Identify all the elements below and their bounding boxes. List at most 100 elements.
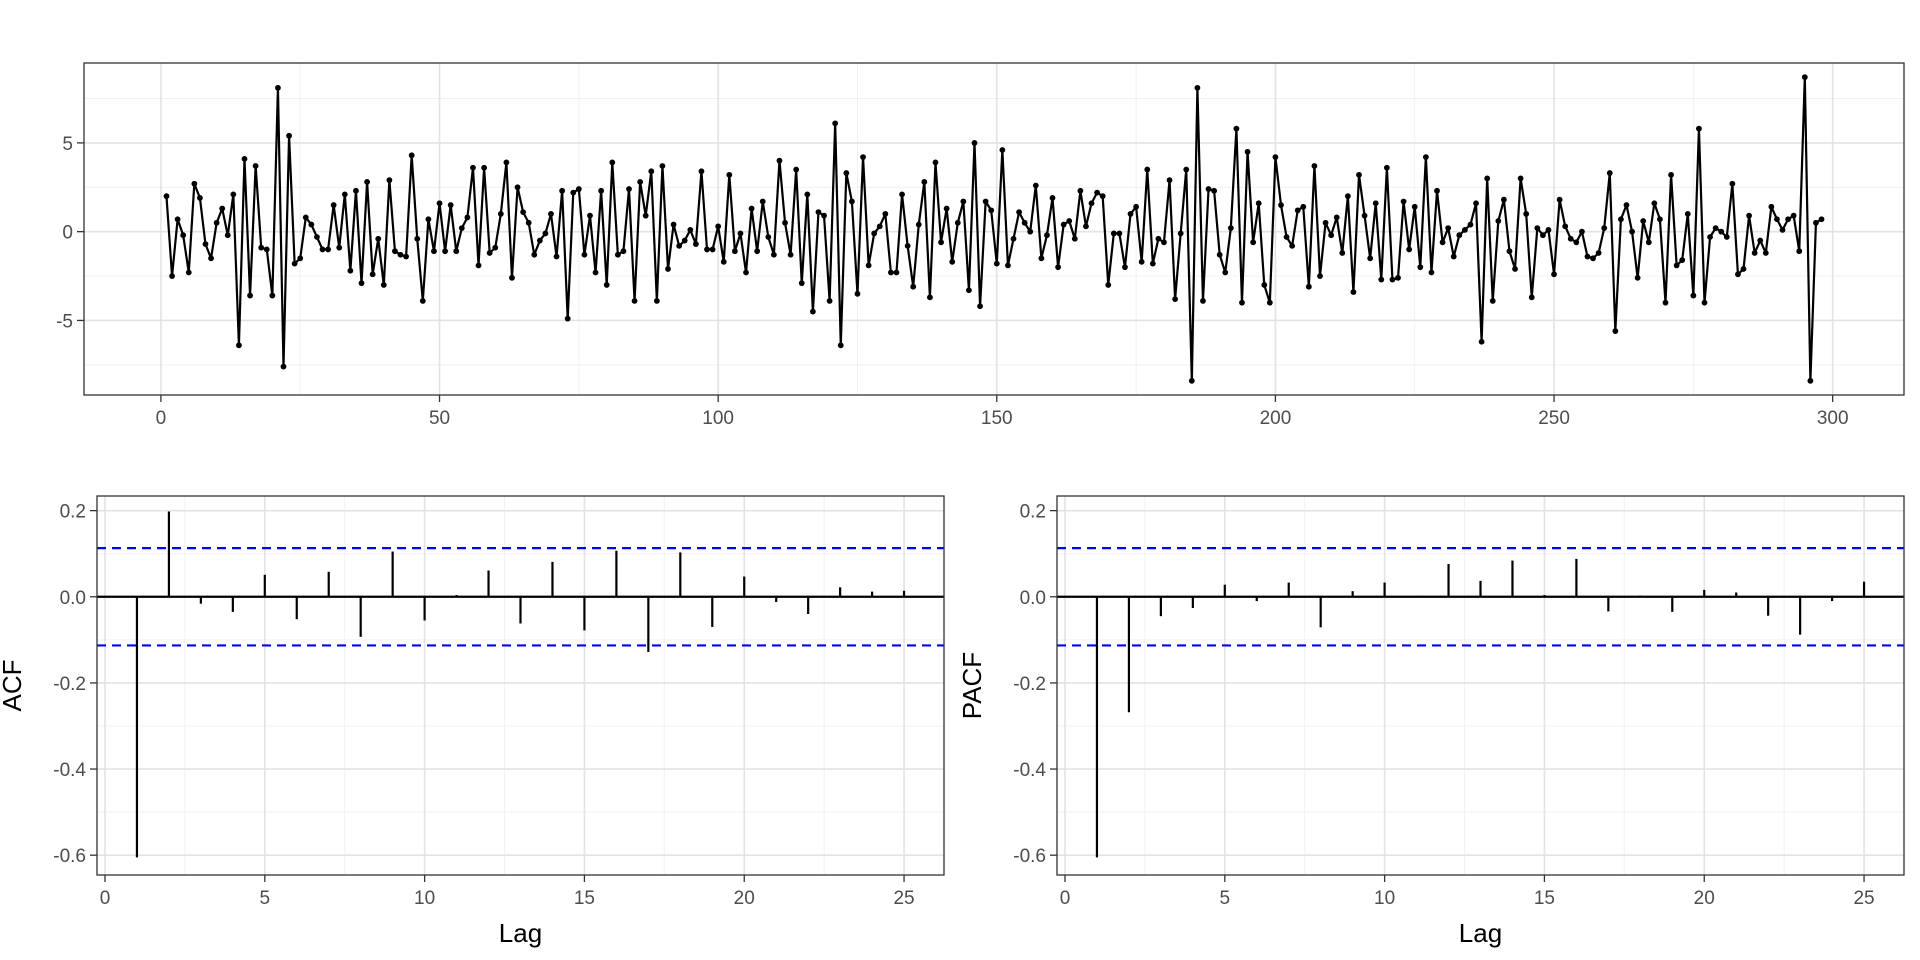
data-point bbox=[1105, 282, 1112, 288]
data-point bbox=[1618, 216, 1624, 223]
data-point bbox=[1305, 283, 1312, 290]
data-point bbox=[1495, 218, 1502, 224]
data-point bbox=[341, 191, 348, 198]
data-point bbox=[1428, 269, 1435, 276]
x-tick-label: 250 bbox=[1538, 408, 1570, 429]
data-point bbox=[425, 216, 432, 223]
y-tick-label: 0.2 bbox=[60, 502, 86, 523]
data-point bbox=[1261, 282, 1268, 288]
data-point bbox=[353, 187, 359, 194]
data-point bbox=[1562, 223, 1569, 230]
data-point bbox=[364, 179, 370, 185]
data-point bbox=[470, 164, 476, 171]
data-point bbox=[531, 251, 538, 258]
data-point bbox=[1005, 262, 1011, 269]
data-point bbox=[520, 209, 527, 216]
data-point bbox=[1188, 377, 1195, 384]
data-point bbox=[770, 251, 777, 258]
data-point bbox=[988, 207, 995, 214]
data-point bbox=[1417, 264, 1424, 271]
data-point bbox=[1021, 219, 1028, 226]
data-point bbox=[1606, 170, 1613, 176]
data-point bbox=[1785, 216, 1791, 223]
data-point bbox=[1584, 253, 1591, 260]
data-point bbox=[1183, 166, 1190, 173]
data-point bbox=[1456, 232, 1463, 239]
data-point bbox=[631, 298, 638, 304]
data-point bbox=[1690, 292, 1697, 299]
data-point bbox=[653, 298, 660, 304]
data-point bbox=[1718, 228, 1725, 235]
data-point bbox=[1077, 187, 1084, 194]
data-point bbox=[681, 237, 688, 244]
data-point bbox=[481, 164, 488, 171]
data-point bbox=[1177, 230, 1184, 237]
data-point bbox=[497, 211, 504, 217]
y-axis-title: ACF bbox=[0, 660, 27, 712]
data-point bbox=[821, 212, 827, 219]
data-point bbox=[1751, 250, 1758, 256]
data-point bbox=[219, 205, 226, 212]
y-tick-label: 0 bbox=[62, 223, 73, 244]
data-point bbox=[648, 168, 655, 175]
data-point bbox=[642, 212, 649, 219]
data-point bbox=[236, 342, 242, 349]
data-point bbox=[1684, 211, 1691, 217]
data-point bbox=[1629, 228, 1635, 235]
data-point bbox=[1573, 239, 1580, 246]
x-tick-label: 0 bbox=[100, 888, 111, 909]
data-point bbox=[609, 159, 616, 166]
data-point bbox=[876, 223, 883, 230]
data-point bbox=[938, 239, 944, 246]
data-point bbox=[475, 262, 482, 269]
data-point bbox=[230, 191, 237, 198]
data-point bbox=[1266, 299, 1273, 306]
data-point bbox=[1356, 171, 1362, 178]
x-tick-label: 20 bbox=[1694, 888, 1715, 909]
data-point bbox=[397, 251, 404, 258]
data-point bbox=[1461, 226, 1468, 233]
data-point bbox=[169, 273, 175, 279]
data-point bbox=[1540, 232, 1546, 239]
data-point bbox=[1294, 207, 1301, 214]
data-point bbox=[932, 159, 939, 166]
data-point bbox=[1395, 274, 1401, 281]
data-point bbox=[1673, 262, 1680, 269]
y-tick-label: 5 bbox=[62, 134, 73, 155]
data-point bbox=[748, 205, 755, 212]
data-point bbox=[731, 248, 738, 255]
data-point bbox=[202, 241, 209, 247]
data-point bbox=[954, 219, 961, 226]
data-point bbox=[1222, 269, 1229, 276]
data-point bbox=[1545, 226, 1552, 233]
data-point bbox=[1066, 218, 1073, 224]
data-point bbox=[899, 191, 905, 198]
data-point bbox=[286, 132, 292, 139]
data-point bbox=[1172, 296, 1179, 303]
pacf-panel: 0 5 10 15 20 25 0.2 0.0 -0.2 -0.4 -0.6 Lag PACF bbox=[957, 495, 1905, 948]
data-point bbox=[1044, 232, 1050, 239]
data-point bbox=[1512, 266, 1518, 272]
data-point bbox=[704, 246, 710, 253]
data-point bbox=[587, 212, 593, 219]
data-point bbox=[1517, 175, 1524, 182]
data-point bbox=[1406, 246, 1413, 253]
data-point bbox=[330, 202, 337, 208]
data-point bbox=[319, 246, 326, 253]
data-point bbox=[1032, 182, 1039, 189]
data-point bbox=[224, 232, 231, 239]
data-point bbox=[1339, 250, 1346, 256]
data-point bbox=[1328, 232, 1335, 239]
data-point bbox=[509, 274, 515, 281]
data-point bbox=[1272, 154, 1279, 161]
data-point bbox=[408, 152, 415, 159]
data-point bbox=[1300, 203, 1307, 210]
data-point bbox=[1818, 216, 1825, 223]
data-point bbox=[453, 248, 460, 255]
data-point bbox=[1601, 225, 1608, 232]
data-point bbox=[1662, 299, 1669, 306]
data-point bbox=[191, 180, 198, 187]
data-point bbox=[888, 269, 894, 276]
data-point bbox=[798, 280, 805, 287]
data-point bbox=[564, 315, 571, 322]
